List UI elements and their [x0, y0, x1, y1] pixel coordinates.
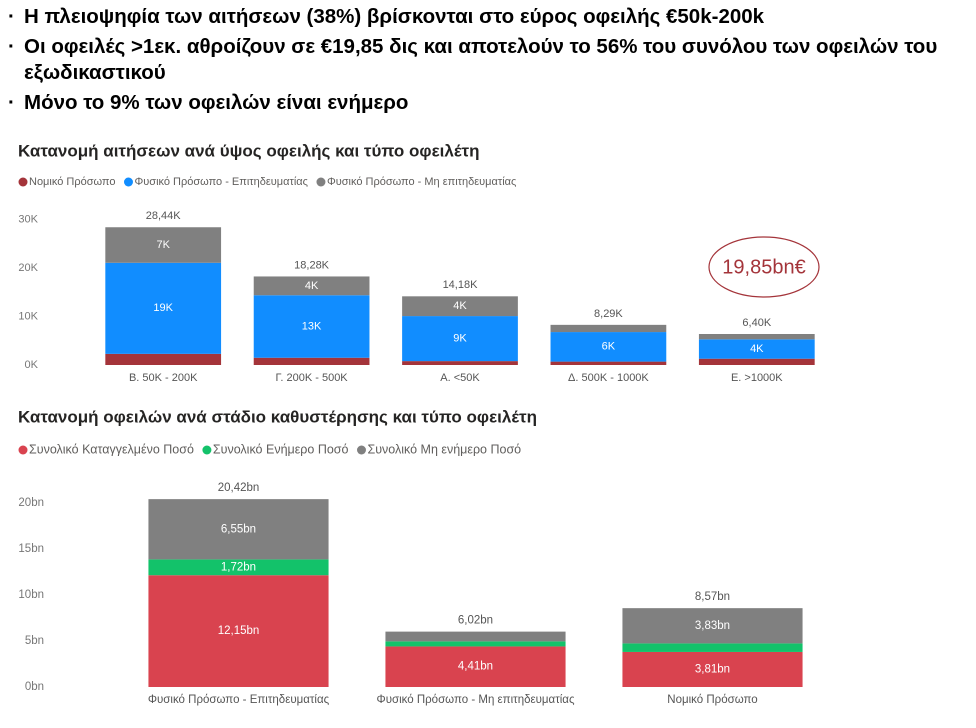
bar-segment — [253, 276, 370, 296]
bar-segment — [550, 332, 667, 362]
y-tick-label: 5bn — [25, 635, 44, 647]
legend-swatch — [202, 445, 212, 455]
bar-segment — [550, 324, 667, 333]
total-label: 8,57bn — [695, 591, 730, 603]
legend-swatch — [356, 445, 366, 455]
value-label: 12,15bn — [218, 625, 260, 637]
total-label: 6,40K — [742, 317, 771, 329]
bar-segment — [622, 651, 803, 687]
value-label: 4K — [305, 280, 319, 292]
bar-segment — [105, 227, 222, 263]
x-tick-label: Β. 50K - 200K — [129, 372, 198, 384]
value-label: 6,55bn — [221, 523, 256, 535]
bar-segment — [385, 641, 566, 647]
annotation: 19,85bn€ — [722, 256, 805, 278]
bar-segment — [148, 559, 329, 576]
x-tick-label: Γ. 200K - 500K — [276, 372, 349, 384]
bar-segment — [253, 357, 370, 365]
value-label: 3,83bn — [695, 620, 730, 632]
bar-segment — [385, 646, 566, 687]
y-tick-label: 0K — [25, 359, 39, 371]
y-tick-label: 10K — [18, 310, 38, 322]
bar-segment — [622, 643, 803, 652]
value-label: 19K — [153, 302, 173, 314]
chart-title: Κατανομή οφειλών ανά στάδιο καθυστέρησης… — [18, 407, 537, 426]
bar-segment — [253, 295, 370, 358]
value-label: 4K — [750, 343, 764, 355]
bar-segment — [105, 262, 222, 354]
x-tick-label: Νομικό Πρόσωπο — [667, 694, 757, 706]
legend-label: Συνολικό Μη ενήμερο Ποσό — [367, 442, 521, 456]
legend-swatch — [18, 445, 28, 455]
bullet-list: Η πλειοψηφία των αιτήσεων (38%) βρίσκοντ… — [8, 4, 963, 120]
bar-segment — [698, 358, 815, 365]
bullet: Η πλειοψηφία των αιτήσεων (38%) βρίσκοντ… — [8, 4, 963, 30]
total-label: 20,42bn — [218, 482, 260, 494]
bar-segment — [148, 499, 329, 560]
bar-segment — [402, 361, 518, 365]
bar-segment — [105, 353, 222, 365]
total-label: 6,02bn — [458, 615, 493, 627]
y-tick-label: 20bn — [18, 497, 44, 509]
legend-label: Φυσικό Πρόσωπο - Επιτηδευματίας — [134, 176, 307, 188]
bar-segment — [698, 334, 815, 340]
legend-label: Φυσικό Πρόσωπο - Μη επιτηδευματίας — [327, 176, 516, 188]
value-label: 4K — [453, 300, 467, 312]
total-label: 18,28K — [294, 259, 330, 271]
y-tick-label: 15bn — [18, 543, 44, 555]
chart-title: Κατανομή αιτήσεων ανά ύψος οφειλής και τ… — [18, 141, 479, 160]
legend-swatch — [18, 177, 28, 187]
x-tick-label: Ε. >1000K — [731, 372, 783, 384]
value-label: 3,81bn — [695, 664, 730, 676]
bar-segment — [622, 608, 803, 644]
bar-segment — [148, 575, 329, 687]
value-label: 6K — [602, 341, 616, 353]
value-label: 1,72bn — [221, 561, 256, 573]
legend-label: Συνολικό Ενήμερο Ποσό — [213, 442, 349, 456]
x-tick-label: Α. <50K — [440, 372, 480, 384]
legend-label: Συνολικό Καταγγελμένο Ποσό — [29, 442, 194, 456]
value-label: 7K — [156, 239, 170, 251]
value-label: 9K — [453, 333, 467, 345]
bullet: Μόνο το 9% των οφειλών είναι ενήμερο — [8, 90, 963, 116]
total-label: 14,18K — [443, 279, 479, 291]
y-tick-label: 30K — [18, 214, 38, 226]
bar-segment — [385, 631, 566, 642]
legend-swatch — [316, 177, 326, 187]
y-tick-label: 10bn — [18, 589, 44, 601]
y-tick-label: 20K — [18, 262, 38, 274]
total-label: 8,29K — [594, 308, 623, 320]
annotation-ring — [708, 236, 820, 298]
legend-label: Νομικό Πρόσωπο — [29, 176, 115, 188]
x-tick-label: Φυσικό Πρόσωπο - Επιτηδευματίας — [148, 694, 330, 706]
bar-segment — [402, 316, 518, 362]
legend-swatch — [123, 177, 133, 187]
bar-segment — [698, 339, 815, 359]
value-label: 4,41bn — [458, 661, 493, 673]
value-label: 13K — [302, 320, 322, 332]
bar-segment — [402, 296, 518, 317]
x-tick-label: Φυσικό Πρόσωπο - Μη επιτηδευματίας — [377, 694, 575, 706]
bullet: Οι οφειλές >1εκ. αθροίζουν σε €19,85 δις… — [8, 34, 963, 86]
y-tick-label: 0bn — [25, 681, 44, 693]
x-tick-label: Δ. 500K - 1000K — [568, 372, 649, 384]
bar-segment — [550, 361, 667, 365]
total-label: 28,44K — [146, 210, 182, 222]
